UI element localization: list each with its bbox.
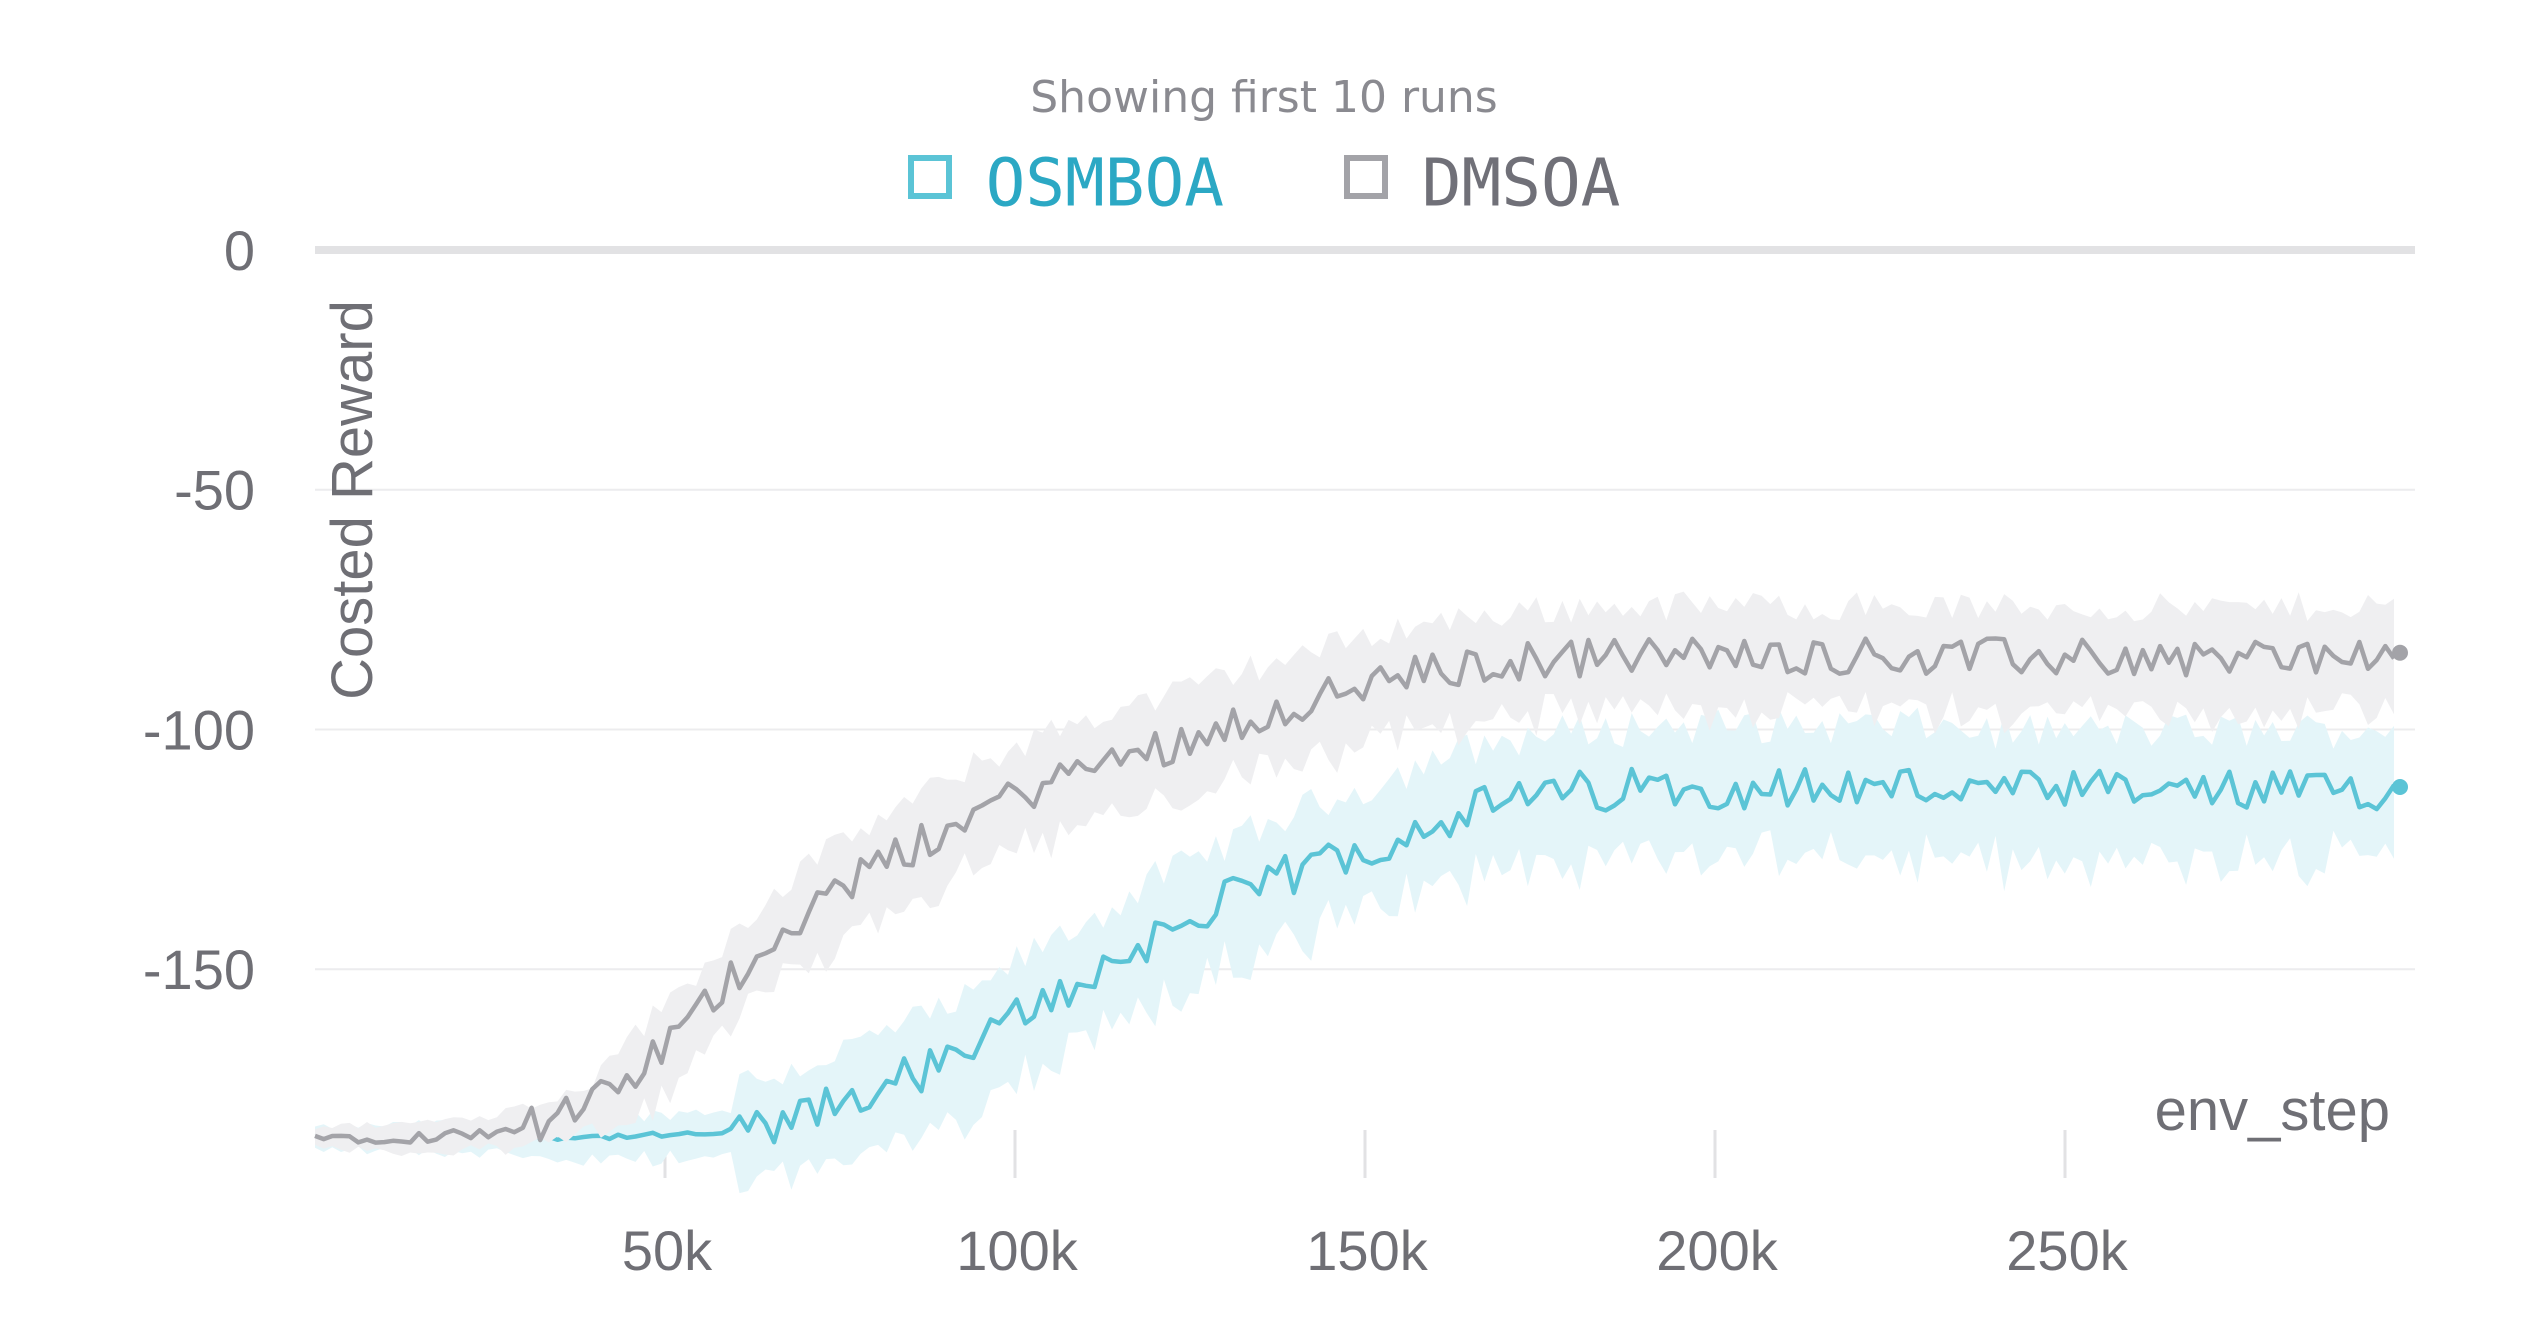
endpoint-dmsoa bbox=[2392, 644, 2408, 661]
y-axis-title: Costed Reward bbox=[320, 300, 385, 700]
series-osmboa bbox=[314, 707, 2408, 1194]
series-dmsoa bbox=[314, 591, 2408, 1156]
line-osmboa bbox=[314, 766, 2396, 1145]
legend-swatch-dmsoa bbox=[1343, 155, 1388, 200]
line-dmsoa bbox=[314, 636, 2396, 1145]
legend: OSMBOA DMSOA bbox=[0, 138, 2528, 222]
x-tick-label: 50k bbox=[622, 1219, 713, 1282]
x-axis-title: env_step bbox=[2155, 1078, 2390, 1143]
legend-item-dmsoa[interactable]: DMSOA bbox=[1343, 140, 1621, 222]
legend-item-osmboa[interactable]: OSMBOA bbox=[907, 140, 1224, 222]
x-tick-label: 250k bbox=[2006, 1219, 2128, 1282]
x-tick-label: 200k bbox=[1656, 1219, 1778, 1282]
y-tick-label: -150 bbox=[143, 938, 255, 1001]
band-dmsoa bbox=[315, 591, 2394, 1156]
legend-label-osmboa: OSMBOA bbox=[985, 144, 1224, 222]
legend-swatch-osmboa bbox=[907, 155, 952, 200]
band-osmboa bbox=[315, 707, 2394, 1194]
legend-label-dmsoa: DMSOA bbox=[1421, 144, 1621, 222]
x-tick-label: 100k bbox=[956, 1219, 1078, 1282]
y-tick-label: 0 bbox=[224, 219, 255, 282]
y-tick-label: -50 bbox=[174, 459, 255, 522]
y-tick-label: -100 bbox=[143, 698, 255, 761]
legend-title: Showing first 10 runs bbox=[1030, 72, 1498, 123]
endpoint-osmboa bbox=[2392, 778, 2408, 795]
x-tick-label: 150k bbox=[1306, 1219, 1428, 1282]
